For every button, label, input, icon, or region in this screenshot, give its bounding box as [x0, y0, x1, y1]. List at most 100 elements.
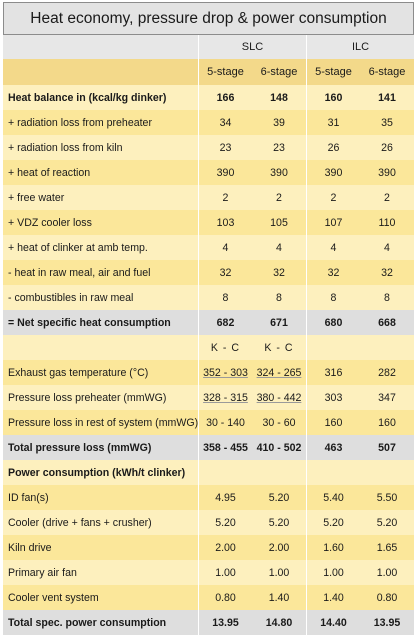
stage-header: 5-stage	[198, 59, 252, 85]
table-row: + radiation loss from preheater 34 39 31 35	[3, 110, 414, 135]
table-cell: 32	[252, 260, 306, 285]
table-cell: 32	[360, 260, 414, 285]
table-cell: 680	[306, 310, 360, 335]
table-row: Pressure loss preheater (mmWG) 328 - 315 3…	[3, 385, 414, 410]
table-cell: 2	[252, 185, 306, 210]
table-cell: 5.20	[306, 510, 360, 535]
table-cell: 358 - 455	[198, 435, 252, 460]
table-cell: 39	[252, 110, 306, 135]
table-row: + radiation loss from kiln 23 23 26 26	[3, 135, 414, 160]
row-label: + VDZ cooler loss	[3, 210, 198, 235]
table-cell	[306, 460, 360, 485]
table-cell: 347	[360, 385, 414, 410]
table-cell	[198, 460, 252, 485]
table-cell: 105	[252, 210, 306, 235]
table-cell: 671	[252, 310, 306, 335]
table-cell	[306, 335, 360, 360]
table-cell: 141	[360, 85, 414, 110]
table-cell	[360, 335, 414, 360]
table-cell: 31	[306, 110, 360, 135]
row-label: Total spec. power consumption	[3, 610, 198, 635]
row-label: Heat balance in (kcal/kg dinker)	[3, 85, 198, 110]
table-row: + VDZ cooler loss 103 105 107 110	[3, 210, 414, 235]
table-body: Heat balance in (kcal/kg dinker) 166 148 16…	[3, 85, 414, 635]
row-label: + heat of clinker at amb temp.	[3, 235, 198, 260]
row-label: + heat of reaction	[3, 160, 198, 185]
table-cell: 13.95	[360, 610, 414, 635]
row-label: Pressure loss in rest of system (mmWG)	[3, 410, 198, 435]
table-cell: 1.40	[306, 585, 360, 610]
table-cell: 1.65	[360, 535, 414, 560]
table-cell: 390	[198, 160, 252, 185]
table-cell: 1.00	[360, 560, 414, 585]
row-label: + free water	[3, 185, 198, 210]
table-cell: 328 - 315	[198, 385, 252, 410]
table-cell: 110	[360, 210, 414, 235]
table-cell: 14.80	[252, 610, 306, 635]
table-cell: 166	[198, 85, 252, 110]
table-cell: 303	[306, 385, 360, 410]
table-cell: 463	[306, 435, 360, 460]
stage-header: 6-stage	[252, 59, 306, 85]
table-cell: 5.20	[252, 485, 306, 510]
table-cell: 148	[252, 85, 306, 110]
table-cell: 13.95	[198, 610, 252, 635]
row-label: = Net specific heat consumption	[3, 310, 198, 335]
table-cell: 2.00	[198, 535, 252, 560]
data-table: SLC ILC 5-stage 6-stage 5-stage 6-stage …	[3, 35, 414, 635]
stage-header-blank	[3, 59, 198, 85]
table-cell: 2	[198, 185, 252, 210]
table-cell: 4	[306, 235, 360, 260]
table-row: - heat in raw meal, air and fuel 32 32 32 32	[3, 260, 414, 285]
table-cell: 34	[198, 110, 252, 135]
table-cell: 30 - 60	[252, 410, 306, 435]
table-cell: 1.00	[198, 560, 252, 585]
table-cell: 2.00	[252, 535, 306, 560]
table-cell: 26	[360, 135, 414, 160]
table-cell: 5.40	[306, 485, 360, 510]
table-cell: 352 - 303	[198, 360, 252, 385]
table-row: = Net specific heat consumption 682 671 680…	[3, 310, 414, 335]
table-cell: 2	[306, 185, 360, 210]
table-cell: 35	[360, 110, 414, 135]
table-cell: 8	[198, 285, 252, 310]
row-label: ID fan(s)	[3, 485, 198, 510]
table-cell: 8	[306, 285, 360, 310]
table-cell: 26	[306, 135, 360, 160]
group-header-ilc: ILC	[306, 35, 414, 59]
table-cell: 32	[306, 260, 360, 285]
table-cell: 5.50	[360, 485, 414, 510]
table-cell: 2	[360, 185, 414, 210]
table-row: Exhaust gas temperature (°C) 352 - 303 324…	[3, 360, 414, 385]
table-cell: 380 - 442	[252, 385, 306, 410]
row-label: Exhaust gas temperature (°C)	[3, 360, 198, 385]
table-row: + heat of reaction 390 390 390 390	[3, 160, 414, 185]
table-cell: 0.80	[360, 585, 414, 610]
table-row: + free water 2 2 2 2	[3, 185, 414, 210]
row-label: - heat in raw meal, air and fuel	[3, 260, 198, 285]
table-cell: 32	[198, 260, 252, 285]
table-cell: 30 - 140	[198, 410, 252, 435]
table-cell: 390	[252, 160, 306, 185]
table-cell: 1.00	[306, 560, 360, 585]
table-cell: 160	[306, 85, 360, 110]
stage-header: 6-stage	[360, 59, 414, 85]
row-label: + radiation loss from preheater	[3, 110, 198, 135]
table-row: Total pressure loss (mmWG) 358 - 455 410 -…	[3, 435, 414, 460]
table-cell: 507	[360, 435, 414, 460]
table-cell: 8	[252, 285, 306, 310]
table-cell: 682	[198, 310, 252, 335]
table-cell: 5.20	[252, 510, 306, 535]
table-cell: 316	[306, 360, 360, 385]
table-cell: 668	[360, 310, 414, 335]
table-cell: 4	[252, 235, 306, 260]
table-row: - combustibles in raw meal 8 8 8 8	[3, 285, 414, 310]
table-cell: 160	[306, 410, 360, 435]
table-row: Power consumption (kWh/t clinker)	[3, 460, 414, 485]
row-label: Cooler (drive + fans + crusher)	[3, 510, 198, 535]
row-label: Total pressure loss (mmWG)	[3, 435, 198, 460]
table-cell: 1.60	[306, 535, 360, 560]
table-cell: 107	[306, 210, 360, 235]
row-label: Primary air fan	[3, 560, 198, 585]
table-cell: 23	[252, 135, 306, 160]
